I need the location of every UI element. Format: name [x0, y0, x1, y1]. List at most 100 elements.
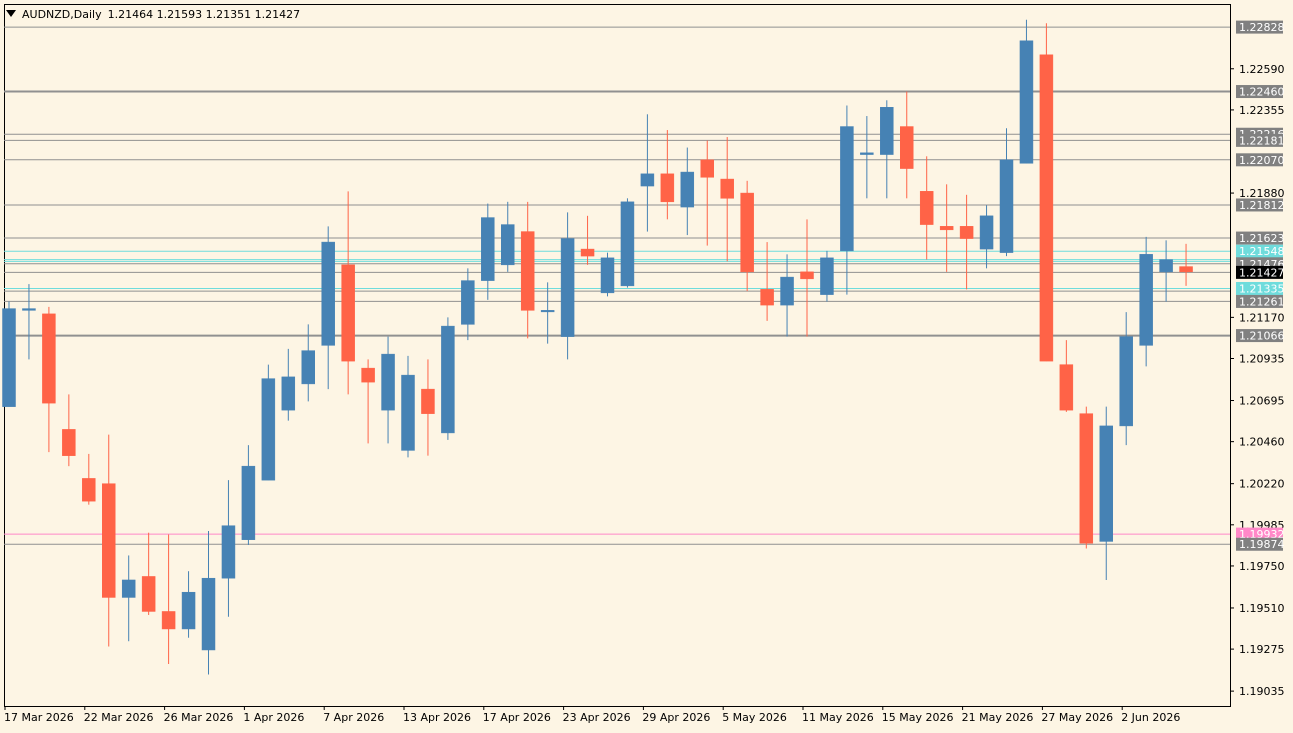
price-tag-label: 1.21335	[1239, 282, 1285, 295]
y-tick-label: 1.20695	[1239, 395, 1285, 408]
candle-body	[62, 429, 76, 456]
collapse-triangle-icon[interactable]	[6, 10, 16, 17]
candle-body	[620, 201, 635, 287]
y-tick-label: 1.20220	[1239, 478, 1285, 491]
price-tag-label: 1.21548	[1239, 245, 1285, 258]
candle-body	[540, 310, 555, 313]
candle-body	[600, 257, 615, 294]
candle-body	[201, 577, 216, 651]
x-tick-label: 29 Apr 2026	[642, 711, 710, 724]
price-tag	[1236, 231, 1283, 245]
candle-body	[1079, 413, 1094, 544]
price-tag	[1236, 85, 1283, 99]
price-tag-label: 1.19874	[1239, 538, 1285, 551]
price-tag	[1236, 527, 1283, 541]
x-tick-label: 2 Jun 2026	[1121, 711, 1180, 724]
candle-body	[660, 173, 675, 203]
price-tag-label: 1.21066	[1239, 330, 1285, 343]
candle-body	[102, 483, 116, 598]
candle-body	[121, 579, 136, 598]
price-tag	[1236, 133, 1283, 147]
candle-body	[1119, 336, 1133, 427]
y-tick-label: 1.19750	[1239, 560, 1285, 573]
y-tick-label: 1.21880	[1239, 187, 1285, 200]
price-tag	[1236, 153, 1283, 167]
candle-body	[840, 126, 854, 252]
x-tick-label: 21 May 2026	[962, 711, 1034, 724]
candle-body	[1039, 54, 1054, 362]
candle-body	[141, 576, 156, 612]
candle-body	[580, 248, 595, 257]
price-tag-label: 1.22828	[1239, 21, 1285, 34]
price-tag-label: 1.22460	[1239, 86, 1285, 99]
candle-body	[939, 226, 954, 231]
candle-body	[780, 276, 794, 306]
y-tick-label: 1.20460	[1239, 436, 1285, 449]
candle-body	[421, 388, 435, 414]
candle-body	[560, 238, 575, 337]
price-tag-label: 1.22070	[1239, 154, 1285, 167]
x-tick-label: 7 Apr 2026	[323, 711, 384, 724]
candle-body	[820, 257, 834, 295]
candle-body	[281, 376, 296, 411]
y-tick-label: 1.19275	[1239, 643, 1285, 656]
candle-body	[22, 308, 36, 311]
candle-body	[161, 611, 176, 630]
candle-body	[221, 525, 236, 579]
candle-body	[501, 224, 515, 266]
candle-body	[979, 215, 994, 250]
candle-body	[1139, 254, 1153, 346]
price-tag	[1236, 537, 1283, 551]
candle-body	[959, 226, 974, 239]
x-tick-label: 17 Mar 2026	[4, 711, 74, 724]
candle-body	[361, 367, 375, 383]
candle-body	[401, 374, 415, 451]
price-tag-label: 1.21623	[1239, 232, 1285, 245]
candle-body	[42, 313, 56, 404]
candle-body	[181, 591, 196, 630]
x-tick-label: 23 Apr 2026	[563, 711, 631, 724]
candle-body	[1059, 364, 1074, 411]
candle-body	[241, 465, 256, 540]
candle-body	[1099, 425, 1113, 542]
x-tick-label: 1 Apr 2026	[243, 711, 304, 724]
price-tag	[1236, 198, 1283, 212]
y-tick-label: 1.19510	[1239, 602, 1285, 615]
candle-body	[999, 159, 1014, 253]
candle-body	[1179, 266, 1193, 273]
symbol-label: AUDNZD,Daily	[22, 8, 102, 21]
price-tag-label: 1.21427	[1239, 266, 1285, 279]
price-tag-label: 1.21261	[1239, 295, 1285, 308]
price-tag	[1236, 294, 1283, 308]
candle-body	[381, 353, 395, 411]
candle-body	[720, 178, 734, 199]
candle-body	[520, 231, 535, 311]
candle-body	[680, 171, 695, 208]
candle-body	[261, 378, 276, 481]
candle-body	[919, 191, 934, 225]
candle-body	[1159, 259, 1173, 273]
x-tick-label: 5 May 2026	[722, 711, 787, 724]
candle-body	[301, 350, 315, 385]
price-tag	[1236, 281, 1283, 295]
price-tag-label: 1.21812	[1239, 199, 1285, 212]
x-tick-label: 13 Apr 2026	[403, 711, 471, 724]
candle-body	[760, 289, 774, 306]
candle-body	[82, 478, 96, 502]
x-tick-label: 17 Apr 2026	[483, 711, 551, 724]
candle-body	[700, 159, 714, 178]
candle-body	[860, 152, 874, 155]
y-tick-label: 1.20935	[1239, 353, 1285, 366]
y-tick-label: 1.22590	[1239, 63, 1285, 76]
x-tick-label: 27 May 2026	[1041, 711, 1113, 724]
price-tag	[1236, 244, 1283, 258]
ohlc-values: 1.21464 1.21593 1.21351 1.21427	[107, 8, 301, 21]
candle-body	[800, 271, 814, 280]
candle-body	[740, 192, 754, 273]
price-tag-label: 1.22181	[1239, 134, 1285, 147]
y-tick-label: 1.19035	[1239, 685, 1285, 698]
candle-body	[461, 280, 475, 325]
chart-header: AUDNZD,Daily 1.21464 1.21593 1.21351 1.21…	[6, 8, 300, 21]
